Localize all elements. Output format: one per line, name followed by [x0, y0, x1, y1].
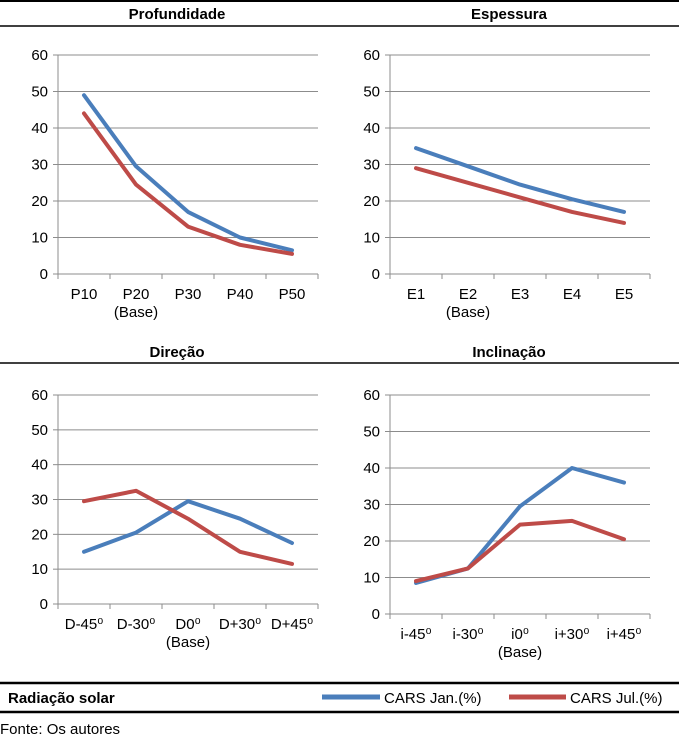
- y-tick-label: 10: [363, 570, 380, 587]
- y-tick-label: 60: [31, 47, 48, 64]
- series-line-jul: [414, 166, 626, 225]
- x-tick-label: P40: [227, 286, 254, 303]
- y-tick-label: 60: [31, 387, 48, 404]
- panel-title-direcao: Direção: [149, 344, 204, 361]
- footer-label: Radiação solar: [8, 690, 115, 707]
- y-tick-label: 50: [363, 424, 380, 441]
- x-tick-label: D+30⁰: [219, 616, 261, 633]
- y-tick-label: 20: [31, 193, 48, 210]
- y-tick-label: 0: [40, 266, 48, 283]
- y-tick-label: 0: [40, 596, 48, 613]
- y-tick-label: 20: [31, 526, 48, 543]
- y-tick-label: 50: [31, 422, 48, 439]
- x-tick-label: i+45⁰: [607, 626, 642, 643]
- chart-panel-2: 0 10 20 30 40 50 60 D-45⁰ D-30⁰ D0⁰ D+30⁰ D+45⁰ (Bas…: [31, 387, 319, 651]
- x-base-label: (Base): [498, 644, 542, 661]
- panel-title-inclinacao: Inclinação: [472, 344, 545, 361]
- y-tick-label: 10: [363, 230, 380, 247]
- x-tick-label: P30: [175, 286, 202, 303]
- x-tick-label: E1: [407, 286, 425, 303]
- y-tick-label: 40: [363, 120, 380, 137]
- series-line-jan: [414, 146, 626, 214]
- y-tick-label: 30: [363, 497, 380, 514]
- panel-title-espessura: Espessura: [471, 6, 548, 23]
- x-tick-label: E3: [511, 286, 529, 303]
- x-tick-label: i+30⁰: [555, 626, 590, 643]
- x-tick-label: i-45⁰: [400, 626, 431, 643]
- y-tick-label: 50: [31, 84, 48, 101]
- y-tick-label: 30: [31, 492, 48, 509]
- series-line-jul: [82, 488, 294, 566]
- chart-panel-3: 0 10 20 30 40 50 60 i-45⁰ i-30⁰ i0⁰ i+30⁰ i+45⁰ (Bas…: [363, 387, 651, 661]
- x-tick-label: D-30⁰: [117, 616, 156, 633]
- legend-label-jul: CARS Jul.(%): [570, 690, 663, 707]
- x-tick-label: P50: [279, 286, 306, 303]
- chart-panels: 0 10 20 30 40 50 60 P10 P20 P30 P40 P50 (Base) 0 10 20 3…: [31, 47, 651, 661]
- y-tick-label: 0: [372, 606, 380, 623]
- x-base-label: (Base): [166, 634, 210, 651]
- x-tick-label: D-45⁰: [65, 616, 104, 633]
- x-tick-label: P10: [71, 286, 98, 303]
- y-tick-label: 0: [372, 266, 380, 283]
- y-tick-label: 30: [363, 157, 380, 174]
- x-tick-label: E2: [459, 286, 477, 303]
- series-line-jul: [82, 111, 294, 256]
- y-tick-label: 30: [31, 157, 48, 174]
- y-tick-label: 20: [363, 193, 380, 210]
- y-tick-label: 20: [363, 533, 380, 550]
- y-tick-label: 50: [363, 84, 380, 101]
- x-tick-label: D+45⁰: [271, 616, 313, 633]
- y-tick-label: 40: [31, 120, 48, 137]
- legend-label-jan: CARS Jan.(%): [384, 690, 482, 707]
- y-tick-label: 40: [31, 457, 48, 474]
- x-tick-label: E5: [615, 286, 633, 303]
- series-line-jan: [82, 499, 294, 554]
- y-tick-label: 10: [31, 561, 48, 578]
- x-tick-label: E4: [563, 286, 581, 303]
- panel-title-profundidade: Profundidade: [129, 6, 226, 23]
- x-tick-label: i0⁰: [511, 626, 529, 643]
- y-tick-label: 60: [363, 47, 380, 64]
- x-tick-label: i-30⁰: [452, 626, 483, 643]
- x-tick-label: P20: [123, 286, 150, 303]
- series-line-jul: [414, 518, 626, 584]
- chart-panel-1: 0 10 20 30 40 50 60 E1 E2 E3 E4 E5 (Base): [363, 47, 651, 321]
- chart-panel-0: 0 10 20 30 40 50 60 P10 P20 P30 P40 P50 (Base): [31, 47, 319, 321]
- x-tick-label: D0⁰: [175, 616, 200, 633]
- x-base-label: (Base): [114, 304, 158, 321]
- y-tick-label: 10: [31, 230, 48, 247]
- y-tick-label: 60: [363, 387, 380, 404]
- x-base-label: (Base): [446, 304, 490, 321]
- y-tick-label: 40: [363, 460, 380, 477]
- source-note: Fonte: Os autores: [0, 721, 120, 738]
- series-line-jan: [82, 93, 294, 253]
